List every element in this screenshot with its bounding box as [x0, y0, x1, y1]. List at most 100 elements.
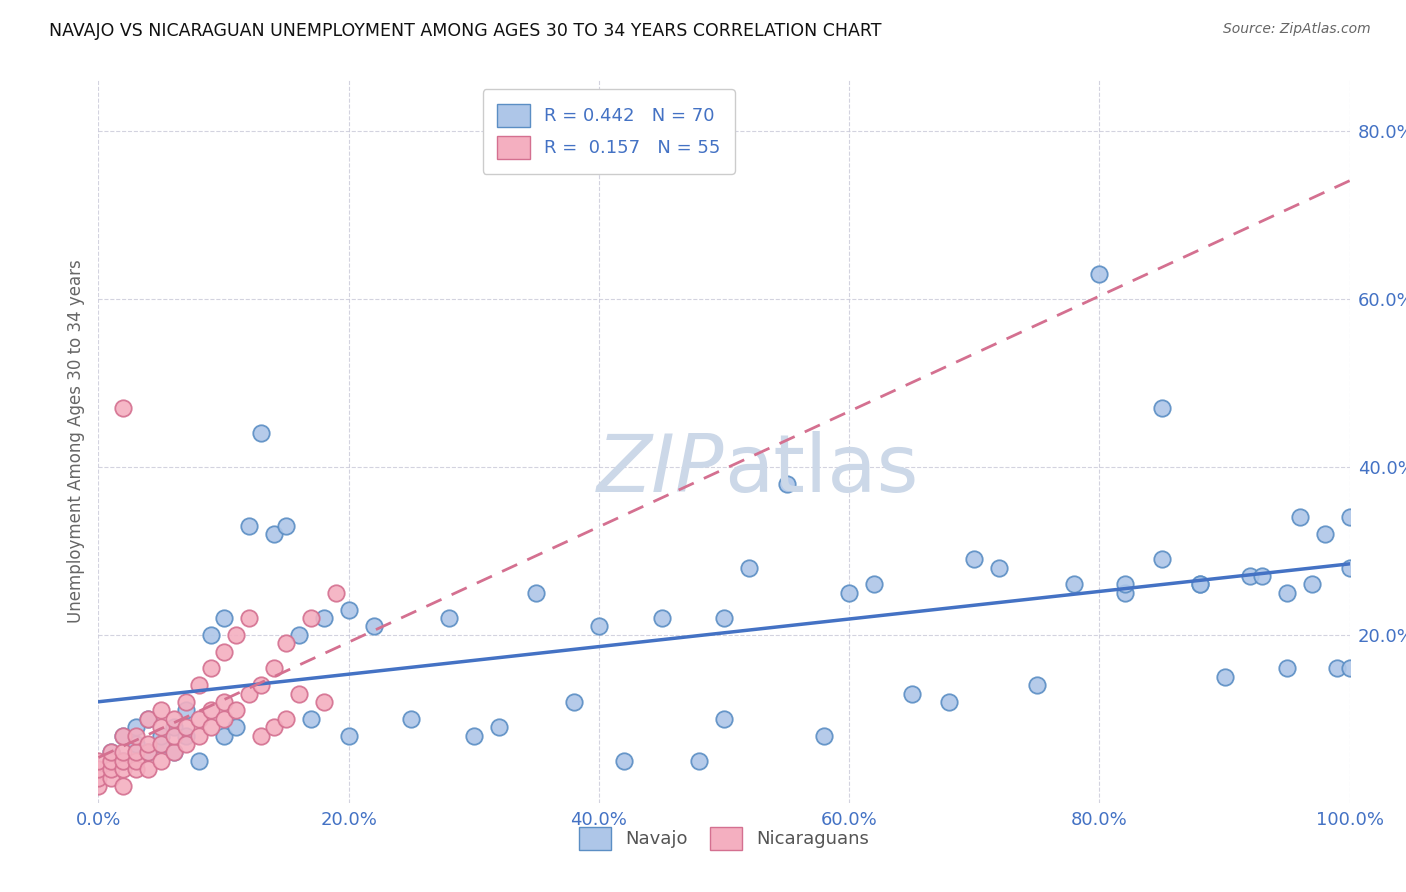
Point: [1114, 586, 1136, 600]
Point: [100, 762, 122, 776]
Point: [524, 586, 547, 600]
Point: [174, 729, 197, 743]
Point: [463, 729, 485, 743]
Point: [1339, 510, 1361, 524]
Text: Source: ZipAtlas.com: Source: ZipAtlas.com: [1223, 22, 1371, 37]
Point: [1088, 267, 1111, 281]
Point: [174, 737, 197, 751]
Text: NAVAJO VS NICARAGUAN UNEMPLOYMENT AMONG AGES 30 TO 34 YEARS CORRELATION CHART: NAVAJO VS NICARAGUAN UNEMPLOYMENT AMONG …: [49, 22, 882, 40]
Point: [1251, 569, 1274, 583]
Point: [138, 712, 160, 726]
Point: [287, 687, 309, 701]
Point: [187, 729, 209, 743]
Point: [562, 695, 585, 709]
Point: [125, 762, 148, 776]
Point: [100, 745, 122, 759]
Y-axis label: Unemployment Among Ages 30 to 34 years: Unemployment Among Ages 30 to 34 years: [66, 260, 84, 624]
Point: [488, 720, 510, 734]
Point: [274, 518, 298, 533]
Point: [174, 703, 197, 717]
Point: [174, 695, 197, 709]
Point: [1301, 577, 1323, 591]
Point: [900, 687, 922, 701]
Point: [263, 720, 285, 734]
Point: [312, 611, 335, 625]
Point: [138, 745, 160, 759]
Point: [162, 729, 184, 743]
Point: [1339, 560, 1361, 574]
Point: [150, 703, 173, 717]
Point: [1288, 510, 1310, 524]
Point: [212, 695, 235, 709]
Point: [1277, 661, 1299, 675]
Point: [125, 720, 148, 734]
Point: [1213, 670, 1236, 684]
Point: [650, 611, 672, 625]
Point: [225, 703, 247, 717]
Point: [200, 661, 222, 675]
Point: [1188, 577, 1211, 591]
Point: [263, 661, 285, 675]
Point: [138, 762, 160, 776]
Point: [238, 518, 260, 533]
Point: [274, 636, 298, 650]
Point: [299, 611, 322, 625]
Point: [225, 720, 247, 734]
Point: [363, 619, 385, 633]
Point: [238, 611, 260, 625]
Point: [162, 745, 184, 759]
Point: [138, 745, 160, 759]
Point: [263, 527, 285, 541]
Point: [212, 712, 235, 726]
Point: [112, 729, 135, 743]
Point: [150, 737, 173, 751]
Point: [588, 619, 610, 633]
Point: [274, 712, 298, 726]
Point: [125, 737, 148, 751]
Point: [1313, 527, 1336, 541]
Point: [212, 611, 235, 625]
Point: [112, 729, 135, 743]
Point: [1150, 401, 1173, 415]
Point: [688, 754, 710, 768]
Point: [1277, 586, 1299, 600]
Point: [713, 712, 735, 726]
Point: [187, 712, 209, 726]
Point: [613, 754, 636, 768]
Point: [162, 712, 184, 726]
Point: [1239, 569, 1261, 583]
Point: [212, 644, 235, 658]
Point: [112, 762, 135, 776]
Point: [287, 628, 309, 642]
Point: [100, 745, 122, 759]
Point: [87, 779, 110, 793]
Text: atlas: atlas: [724, 432, 918, 509]
Point: [1063, 577, 1085, 591]
Point: [187, 678, 209, 692]
Point: [200, 628, 222, 642]
Point: [437, 611, 460, 625]
Point: [150, 729, 173, 743]
Point: [1326, 661, 1348, 675]
Point: [238, 687, 260, 701]
Point: [325, 586, 347, 600]
Point: [125, 754, 148, 768]
Point: [187, 754, 209, 768]
Point: [174, 720, 197, 734]
Point: [200, 720, 222, 734]
Point: [125, 745, 148, 759]
Point: [938, 695, 960, 709]
Point: [87, 754, 110, 768]
Point: [112, 745, 135, 759]
Point: [162, 720, 184, 734]
Point: [125, 729, 148, 743]
Point: [250, 729, 273, 743]
Point: [963, 552, 986, 566]
Point: [250, 678, 273, 692]
Point: [713, 611, 735, 625]
Point: [776, 476, 799, 491]
Point: [401, 712, 423, 726]
Point: [337, 602, 360, 616]
Point: [1114, 577, 1136, 591]
Point: [299, 712, 322, 726]
